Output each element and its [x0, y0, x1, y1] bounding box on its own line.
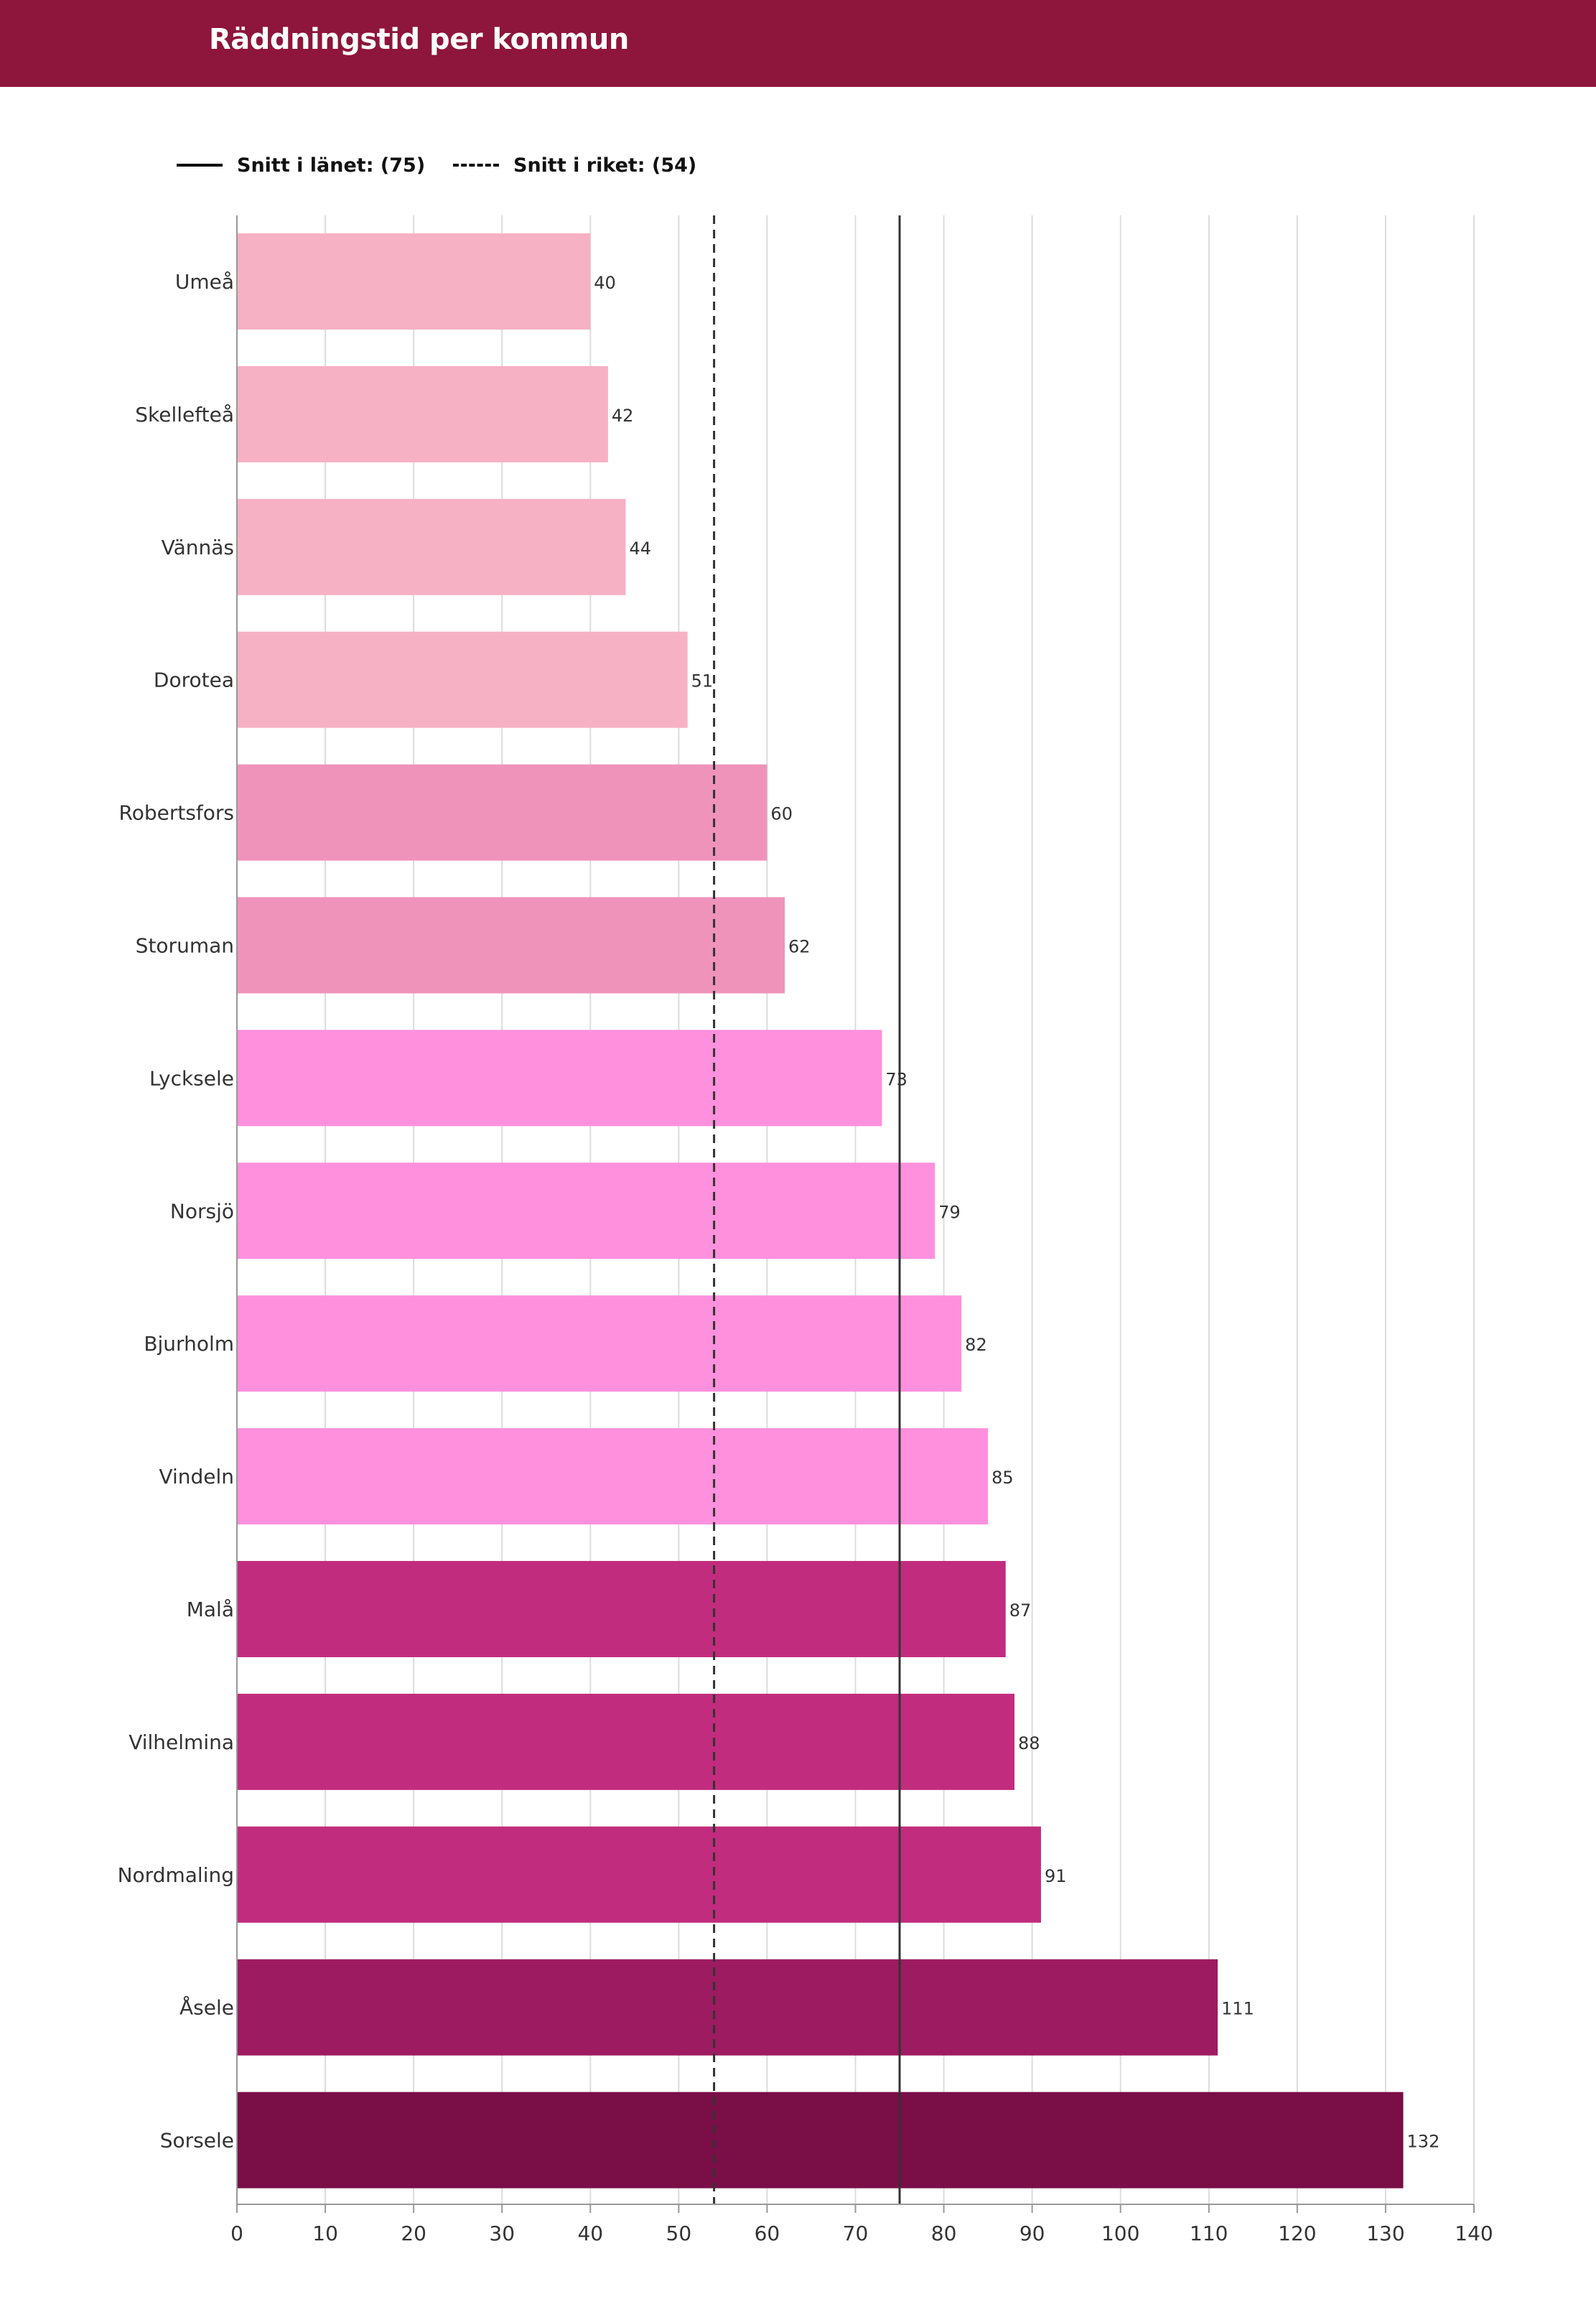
- x-tick-label: 120: [1278, 2222, 1316, 2245]
- bar: [237, 365, 608, 462]
- category-label: Norsjö: [170, 1199, 234, 1223]
- category-label: Umeå: [175, 270, 234, 294]
- category-label: Sorsele: [160, 2129, 234, 2153]
- legend-label-riket: Snitt i riket: (54): [513, 154, 697, 177]
- category-label: Vännäs: [162, 536, 234, 559]
- x-tick-label: 0: [230, 2222, 243, 2245]
- bar: [237, 1162, 935, 1259]
- category-label: Vilhelmina: [129, 1730, 234, 1754]
- category-label: Robertsfors: [119, 801, 235, 825]
- bar: [237, 2092, 1404, 2189]
- page-title: Räddningstid per kommun: [209, 23, 629, 56]
- value-label: 88: [1018, 1733, 1040, 1753]
- legend-label-lan: Snitt i länet: (75): [237, 154, 426, 177]
- header-bar: Räddningstid per kommun: [0, 0, 1596, 87]
- bar: [237, 897, 785, 994]
- value-label: 42: [612, 406, 634, 426]
- bar: [237, 498, 626, 595]
- bar: [237, 631, 688, 728]
- x-tick-label: 50: [666, 2222, 692, 2245]
- category-label: Nordmaling: [118, 1863, 234, 1887]
- category-label: Åsele: [179, 1995, 234, 2020]
- legend-dashed-line-icon: [453, 164, 499, 167]
- bar: [237, 1959, 1218, 2056]
- bar: [237, 1428, 989, 1525]
- value-label: 85: [991, 1468, 1014, 1488]
- value-label: 62: [788, 937, 811, 957]
- x-tick-label: 30: [489, 2222, 515, 2245]
- value-label: 87: [1009, 1600, 1032, 1621]
- value-label: 60: [770, 804, 793, 824]
- value-label: 73: [885, 1069, 907, 1089]
- bar: [237, 233, 591, 330]
- value-label: 91: [1045, 1866, 1067, 1886]
- category-label: Dorotea: [154, 668, 234, 692]
- x-tick-label: 60: [755, 2222, 780, 2245]
- bar: [237, 1561, 1006, 1657]
- category-label: Vindeln: [159, 1465, 234, 1488]
- category-label: Storuman: [136, 934, 234, 958]
- legend-item-riket: Snitt i riket: (54): [453, 144, 696, 187]
- value-label: 51: [691, 671, 714, 691]
- x-tick-label: 100: [1101, 2222, 1139, 2245]
- bar: [237, 1030, 882, 1127]
- category-label: Skellefteå: [135, 403, 234, 427]
- category-label: Bjurholm: [144, 1332, 234, 1356]
- x-tick-label: 10: [312, 2222, 338, 2245]
- bar: [237, 1826, 1041, 1923]
- x-tick-label: 110: [1190, 2222, 1228, 2245]
- legend-solid-line-icon: [177, 164, 223, 167]
- chart-legend: Snitt i länet: (75) Snitt i riket: (54): [0, 144, 1596, 187]
- value-label: 44: [630, 539, 652, 559]
- value-label: 79: [938, 1202, 961, 1222]
- category-label: Malå: [187, 1598, 234, 1621]
- x-tick-label: 70: [843, 2222, 869, 2245]
- value-label: 82: [965, 1335, 987, 1355]
- value-label: 111: [1221, 1999, 1254, 2019]
- x-tick-label: 40: [577, 2222, 603, 2245]
- x-tick-label: 20: [401, 2222, 426, 2245]
- bar: [237, 1693, 1015, 1790]
- bar: [237, 764, 767, 861]
- category-label: Lycksele: [149, 1066, 234, 1090]
- x-tick-label: 80: [931, 2222, 957, 2245]
- x-tick-label: 140: [1455, 2222, 1493, 2245]
- value-label: 40: [594, 273, 616, 293]
- bar: [237, 1295, 962, 1392]
- legend-item-lan: Snitt i länet: (75): [177, 144, 425, 187]
- value-label: 132: [1407, 2132, 1440, 2152]
- x-tick-label: 90: [1019, 2222, 1045, 2245]
- x-tick-label: 130: [1366, 2222, 1404, 2245]
